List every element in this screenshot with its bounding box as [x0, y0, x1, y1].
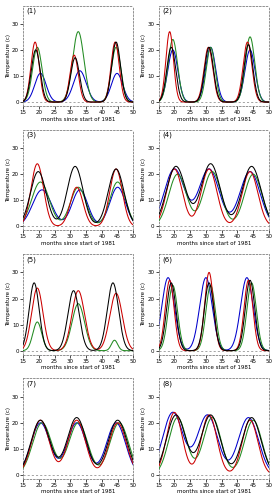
- X-axis label: months since start of 1981: months since start of 1981: [177, 365, 251, 370]
- Text: (6): (6): [162, 256, 172, 262]
- Text: (2): (2): [162, 8, 172, 14]
- X-axis label: months since start of 1981: months since start of 1981: [41, 116, 115, 121]
- X-axis label: months since start of 1981: months since start of 1981: [177, 490, 251, 494]
- Y-axis label: Temperature (c): Temperature (c): [6, 158, 11, 202]
- Text: (7): (7): [26, 380, 36, 387]
- Y-axis label: Temperature (c): Temperature (c): [141, 34, 146, 78]
- X-axis label: months since start of 1981: months since start of 1981: [41, 490, 115, 494]
- Text: (4): (4): [162, 132, 172, 138]
- Text: (5): (5): [26, 256, 36, 262]
- Y-axis label: Temperature (c): Temperature (c): [141, 406, 146, 451]
- Y-axis label: Temperature (c): Temperature (c): [6, 282, 11, 327]
- Text: (8): (8): [162, 380, 172, 387]
- Y-axis label: Temperature (c): Temperature (c): [141, 282, 146, 327]
- Y-axis label: Temperature (c): Temperature (c): [6, 406, 11, 451]
- X-axis label: months since start of 1981: months since start of 1981: [177, 241, 251, 246]
- X-axis label: months since start of 1981: months since start of 1981: [41, 241, 115, 246]
- Text: (3): (3): [26, 132, 36, 138]
- Y-axis label: Temperature (c): Temperature (c): [6, 34, 11, 78]
- X-axis label: months since start of 1981: months since start of 1981: [177, 116, 251, 121]
- X-axis label: months since start of 1981: months since start of 1981: [41, 365, 115, 370]
- Text: (1): (1): [26, 8, 36, 14]
- Y-axis label: Temperature (c): Temperature (c): [141, 158, 146, 202]
